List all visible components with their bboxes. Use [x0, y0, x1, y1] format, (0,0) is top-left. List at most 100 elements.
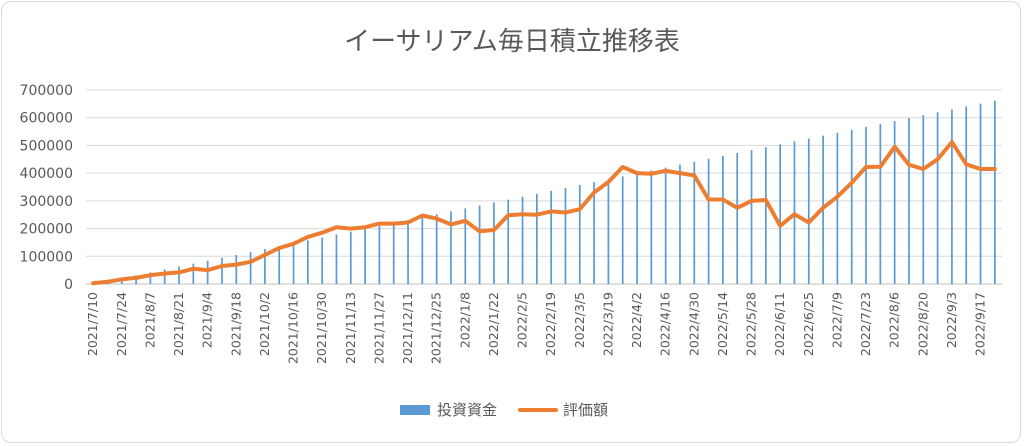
bar: [922, 115, 925, 284]
x-tick-label: 2022/4/2: [629, 292, 644, 348]
x-tick-label: 2021/12/25: [429, 292, 444, 364]
bar: [306, 240, 309, 284]
bar: [679, 164, 681, 284]
x-tick-label: 2022/3/19: [600, 292, 615, 356]
x-tick-label: 2021/10/30: [314, 292, 329, 364]
bar: [850, 129, 853, 284]
y-tick-label: 400000: [20, 166, 73, 182]
x-tick-label: 2022/3/5: [572, 292, 587, 348]
bar: [621, 176, 624, 284]
bar: [507, 199, 510, 284]
y-tick-label: 200000: [20, 222, 73, 238]
bar: [750, 150, 753, 284]
legend-label-bar: 投資資金: [437, 401, 497, 419]
bar: [421, 217, 424, 284]
bar: [564, 187, 567, 284]
bar: [650, 170, 653, 284]
bar: [636, 173, 638, 284]
bar: [607, 179, 610, 284]
x-tick-label: 2021/10/2: [257, 292, 272, 356]
bar: [993, 100, 996, 284]
bar: [235, 254, 238, 284]
chart-title: イーサリアム毎日積立推移表: [344, 27, 680, 57]
bar: [378, 225, 381, 284]
y-tick-label: 600000: [20, 111, 73, 127]
bar: [407, 219, 409, 284]
bar: [292, 243, 295, 284]
bar: [392, 222, 395, 284]
bar: [908, 118, 910, 284]
x-tick-label: 2022/6/25: [801, 292, 816, 356]
bar: [335, 234, 338, 284]
bar: [349, 231, 352, 284]
x-tick-label: 2022/7/9: [829, 292, 844, 348]
bar: [707, 158, 710, 284]
x-tick-label: 2022/7/23: [858, 292, 873, 356]
bar: [951, 109, 953, 285]
bar: [163, 269, 166, 284]
bar: [278, 246, 281, 284]
legend: 投資資金 評価額: [400, 401, 608, 419]
line-series: [91, 140, 997, 286]
x-tick-label: 2021/10/16: [286, 292, 301, 364]
bar: [535, 193, 538, 284]
bar: [664, 167, 667, 284]
bar: [249, 251, 252, 284]
bar: [364, 228, 366, 284]
bar: [736, 153, 739, 284]
legend-swatch-bar: [400, 405, 430, 415]
bar: [779, 144, 782, 284]
bar: [206, 260, 209, 284]
bar: [936, 112, 939, 284]
bar: [879, 123, 882, 284]
x-tick-label: 2021/11/27: [371, 292, 386, 364]
x-tick-label: 2022/6/11: [772, 292, 787, 356]
x-tick-label: 2022/5/28: [744, 292, 759, 356]
y-tick-label: 700000: [20, 83, 73, 99]
gridlines: [86, 89, 1002, 285]
y-tick-label: 500000: [20, 138, 73, 154]
bar: [593, 182, 595, 284]
x-tick-label: 2021/8/21: [171, 292, 186, 356]
bar: [722, 155, 724, 284]
bar: [578, 185, 581, 284]
x-tick-label: 2021/9/4: [200, 292, 215, 348]
y-tick-label: 0: [64, 277, 73, 293]
bar: [264, 249, 266, 284]
bar: [435, 214, 438, 284]
bar: [807, 138, 810, 284]
x-tick-label: 2022/1/8: [457, 292, 472, 348]
x-tick-label: 2022/4/30: [686, 292, 701, 356]
bar: [965, 106, 968, 285]
bar: [450, 211, 452, 284]
x-tick-label: 2021/11/13: [343, 292, 358, 364]
x-tick-label: 2022/5/14: [715, 292, 730, 356]
x-tick-label: 2022/2/19: [543, 292, 558, 356]
bar: [464, 208, 467, 284]
x-tick-label: 2022/2/5: [515, 292, 530, 348]
y-tick-label: 300000: [20, 194, 73, 210]
x-tick-label: 2021/8/7: [142, 292, 157, 348]
bar: [979, 103, 982, 284]
x-tick-label: 2022/9/17: [973, 292, 988, 356]
y-tick-label: 100000: [20, 249, 73, 265]
x-tick-label: 2022/4/16: [658, 292, 673, 356]
x-tick-label: 2021/7/24: [114, 292, 129, 356]
bar: [764, 147, 767, 284]
bar: [221, 257, 223, 284]
bar: [192, 263, 195, 284]
bar: [178, 266, 180, 284]
bar: [836, 132, 839, 284]
bar: [865, 126, 867, 284]
bar: [693, 161, 696, 284]
x-tick-label: 2022/1/22: [486, 292, 501, 356]
x-tick-label: 2022/9/3: [944, 292, 959, 348]
legend-label-line: 評価額: [563, 401, 608, 419]
bar: [149, 272, 152, 284]
bar: [521, 196, 524, 284]
x-tick-label: 2022/8/20: [915, 292, 930, 356]
bar: [493, 202, 495, 284]
x-tick-label: 2022/8/6: [887, 292, 902, 348]
bar: [550, 190, 553, 284]
